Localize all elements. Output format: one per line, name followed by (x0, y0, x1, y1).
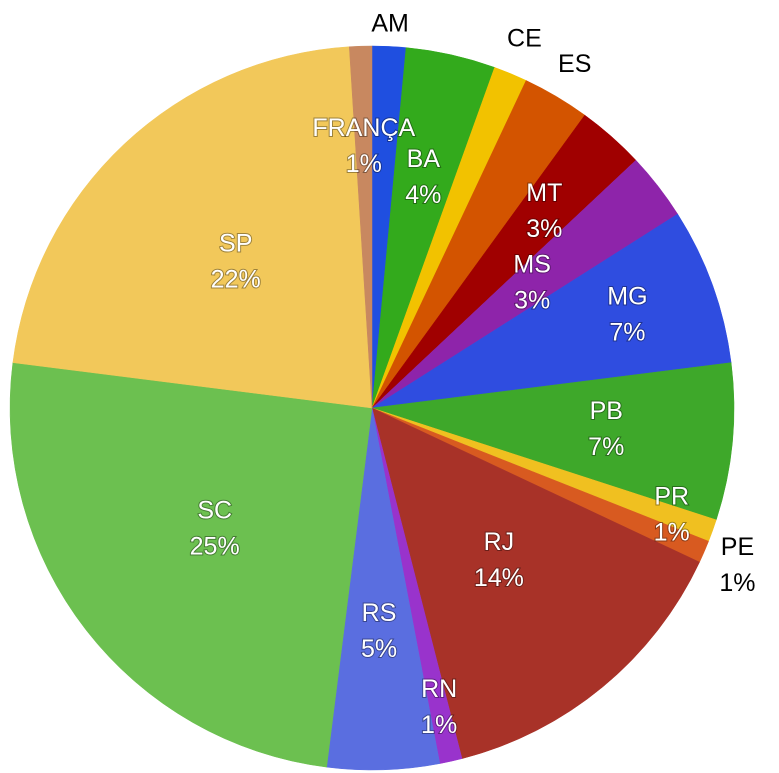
slice-label: SC (197, 497, 232, 525)
slice-label: BA (407, 145, 441, 173)
slice-label: MG (607, 283, 647, 311)
slice-label: FRANÇA (312, 114, 415, 142)
slice-label: AM (371, 9, 409, 37)
slice-value-label: 1% (719, 569, 755, 597)
slice-label: RJ (484, 528, 515, 556)
pie-slice (371, 213, 732, 409)
slice-label: PE (721, 533, 754, 561)
slice-label: CE (507, 25, 542, 53)
slice-label: PR (654, 483, 689, 511)
pie-slice (9, 362, 373, 768)
slice-label: MS (513, 250, 551, 278)
slice-value-label: 1% (654, 519, 690, 547)
pie-slice (371, 362, 735, 521)
pie-slice (12, 46, 373, 409)
slice-value-label: 7% (609, 319, 645, 347)
slice-label: RN (421, 675, 457, 703)
slice-value-label: 3% (526, 215, 562, 243)
slice-label: RS (362, 599, 397, 627)
slice-value-label: 25% (190, 533, 240, 561)
slice-label: MT (526, 179, 562, 207)
slice-label: SP (219, 229, 252, 257)
slice-value-label: 1% (421, 711, 457, 739)
pie-slice (349, 45, 373, 409)
pie-slice (371, 407, 700, 759)
slice-value-label: 5% (361, 635, 397, 663)
slice-value-label: 1% (346, 150, 382, 178)
slice-label: PB (590, 397, 623, 425)
slice-value-label: 14% (474, 564, 524, 592)
slice-value-label: 4% (405, 181, 441, 209)
slice-value-label: 3% (514, 286, 550, 314)
slice-value-label: 7% (588, 433, 624, 461)
slice-label: ES (558, 50, 591, 78)
slice-value-label: 22% (211, 265, 261, 293)
